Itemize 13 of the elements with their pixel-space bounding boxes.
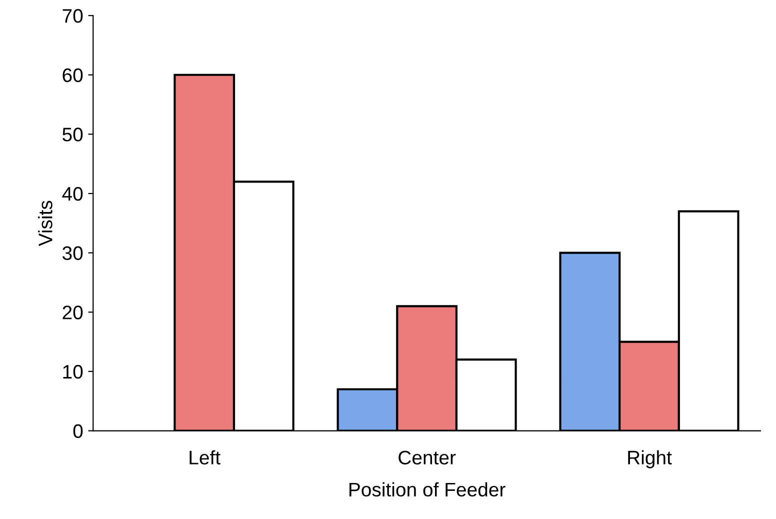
y-tick-label: 0 <box>73 424 83 438</box>
x-axis-title: Position of Feeder <box>350 482 506 497</box>
y-tick-label: 10 <box>63 364 83 379</box>
x-tick-label: Center <box>398 450 456 464</box>
x-tick-label: Left <box>190 450 220 464</box>
y-tick-label: 60 <box>62 68 83 82</box>
y-axis-title: Visits <box>38 200 52 246</box>
y-tick-label: 40 <box>62 186 83 201</box>
y-tick-label: 70 <box>62 9 83 23</box>
y-tick-label: 50 <box>62 128 83 142</box>
y-tick-label: 30 <box>62 246 83 260</box>
y-tick-label: 20 <box>62 306 83 320</box>
x-tick-label: Right <box>628 450 672 468</box>
